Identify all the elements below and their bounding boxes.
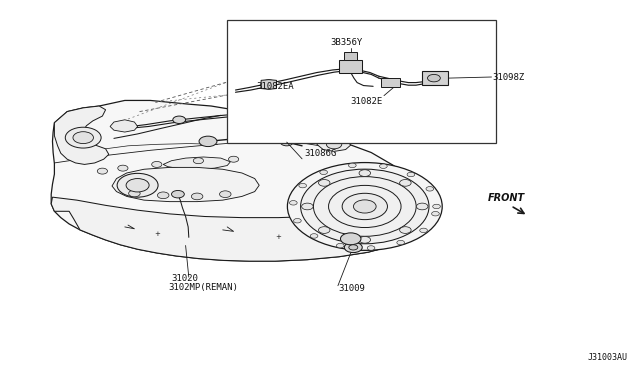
- Circle shape: [289, 201, 297, 205]
- Circle shape: [417, 203, 428, 210]
- Circle shape: [380, 164, 387, 169]
- Circle shape: [319, 227, 330, 233]
- Circle shape: [220, 191, 231, 198]
- Circle shape: [407, 172, 415, 177]
- Circle shape: [431, 211, 439, 216]
- Circle shape: [228, 156, 239, 162]
- Circle shape: [157, 192, 169, 199]
- Circle shape: [152, 161, 162, 167]
- Text: 3B356Y: 3B356Y: [331, 38, 363, 46]
- Circle shape: [426, 187, 434, 191]
- Circle shape: [359, 170, 371, 176]
- Circle shape: [320, 170, 328, 174]
- Circle shape: [299, 183, 307, 188]
- Text: +: +: [275, 234, 282, 240]
- Circle shape: [129, 190, 140, 197]
- Circle shape: [65, 127, 101, 148]
- Circle shape: [193, 158, 204, 164]
- Circle shape: [310, 234, 318, 238]
- Text: J31003AU: J31003AU: [588, 353, 627, 362]
- Polygon shape: [344, 52, 357, 60]
- Circle shape: [280, 138, 293, 146]
- Bar: [227, 20, 496, 143]
- Circle shape: [353, 200, 376, 213]
- Circle shape: [337, 243, 344, 248]
- Polygon shape: [51, 188, 419, 261]
- Text: 31082E: 31082E: [350, 97, 382, 106]
- Circle shape: [399, 227, 411, 233]
- Circle shape: [340, 233, 361, 245]
- Circle shape: [261, 80, 276, 89]
- Circle shape: [73, 132, 93, 144]
- Circle shape: [367, 246, 375, 250]
- Polygon shape: [339, 60, 362, 73]
- Circle shape: [199, 136, 217, 147]
- Circle shape: [118, 165, 128, 171]
- Circle shape: [420, 228, 428, 232]
- Circle shape: [172, 190, 184, 198]
- Circle shape: [173, 116, 186, 124]
- Text: 31020: 31020: [172, 274, 198, 283]
- Polygon shape: [163, 157, 230, 169]
- Text: +: +: [154, 231, 160, 237]
- Polygon shape: [381, 78, 400, 87]
- Text: 31082EA: 31082EA: [256, 82, 294, 91]
- Ellipse shape: [287, 163, 442, 250]
- Circle shape: [319, 180, 330, 186]
- Polygon shape: [261, 80, 276, 89]
- Polygon shape: [54, 106, 109, 164]
- Circle shape: [191, 193, 203, 200]
- Circle shape: [344, 242, 362, 253]
- Circle shape: [301, 203, 313, 210]
- Circle shape: [117, 173, 158, 197]
- Circle shape: [326, 140, 342, 149]
- Polygon shape: [317, 138, 351, 151]
- Circle shape: [97, 168, 108, 174]
- Circle shape: [428, 74, 440, 82]
- Circle shape: [399, 180, 411, 186]
- Circle shape: [301, 169, 429, 244]
- Text: 31009: 31009: [338, 284, 365, 293]
- Polygon shape: [112, 167, 259, 202]
- Text: 3102MP(REMAN): 3102MP(REMAN): [168, 283, 238, 292]
- Polygon shape: [422, 71, 448, 85]
- Circle shape: [294, 218, 301, 223]
- Circle shape: [349, 163, 356, 168]
- Text: FRONT: FRONT: [488, 193, 525, 203]
- Polygon shape: [110, 120, 138, 132]
- Circle shape: [349, 245, 358, 250]
- Circle shape: [126, 179, 149, 192]
- Text: 31086G: 31086G: [304, 149, 336, 158]
- Circle shape: [397, 240, 404, 245]
- Circle shape: [359, 237, 371, 243]
- Circle shape: [433, 204, 440, 209]
- Polygon shape: [51, 100, 428, 261]
- Circle shape: [342, 193, 387, 219]
- Text: 31098Z: 31098Z: [493, 73, 525, 81]
